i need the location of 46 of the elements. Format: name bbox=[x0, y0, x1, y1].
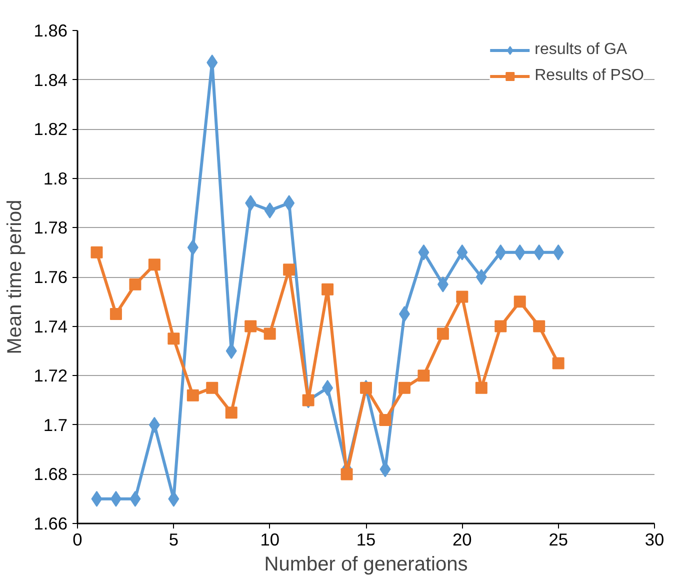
point bbox=[398, 382, 410, 394]
y-tick-label: 1.82 bbox=[34, 119, 68, 140]
y-tick-label: 1.78 bbox=[34, 218, 68, 238]
point bbox=[244, 320, 257, 332]
y-tick-label: 1.84 bbox=[34, 70, 68, 90]
point bbox=[206, 382, 218, 394]
point bbox=[168, 332, 180, 345]
x-tick-label: 10 bbox=[260, 530, 280, 550]
x-axis-title: Number of generations bbox=[264, 554, 468, 576]
y-tick-label: 1.74 bbox=[34, 316, 68, 336]
x-tick-label: 25 bbox=[548, 530, 568, 550]
x-tick-label: 30 bbox=[644, 530, 664, 550]
point bbox=[436, 328, 449, 340]
x-tick-label: 5 bbox=[168, 530, 178, 550]
y-tick-label: 1.7 bbox=[43, 414, 68, 435]
point bbox=[110, 308, 122, 320]
y-tick-label: 1.68 bbox=[34, 464, 68, 484]
point bbox=[90, 246, 103, 258]
x-tick-label: 0 bbox=[72, 530, 82, 550]
point bbox=[475, 382, 488, 394]
point bbox=[533, 320, 546, 332]
y-tick-label: 1.86 bbox=[34, 20, 68, 40]
y-axis-title: Mean time period bbox=[4, 200, 26, 354]
point bbox=[322, 283, 334, 296]
point bbox=[494, 320, 507, 332]
point bbox=[418, 370, 430, 382]
x-tick-label: 20 bbox=[452, 530, 472, 550]
legend-label: results of GA bbox=[534, 41, 628, 59]
y-tick-label: 1.8 bbox=[43, 168, 68, 188]
point bbox=[225, 406, 238, 419]
point bbox=[476, 269, 487, 285]
point bbox=[283, 264, 296, 276]
point bbox=[340, 468, 353, 480]
point bbox=[148, 258, 160, 271]
point bbox=[514, 296, 526, 308]
point bbox=[264, 328, 276, 340]
legend-label: Results of PSO bbox=[534, 67, 644, 85]
point bbox=[129, 278, 142, 290]
y-tick-label: 1.66 bbox=[34, 514, 68, 534]
y-tick-label: 1.72 bbox=[34, 366, 68, 386]
point bbox=[186, 389, 199, 402]
point bbox=[379, 414, 392, 426]
point bbox=[456, 290, 468, 303]
point bbox=[552, 357, 564, 370]
x-tick-label: 15 bbox=[356, 530, 376, 550]
y-tick-label: 1.76 bbox=[34, 267, 68, 287]
